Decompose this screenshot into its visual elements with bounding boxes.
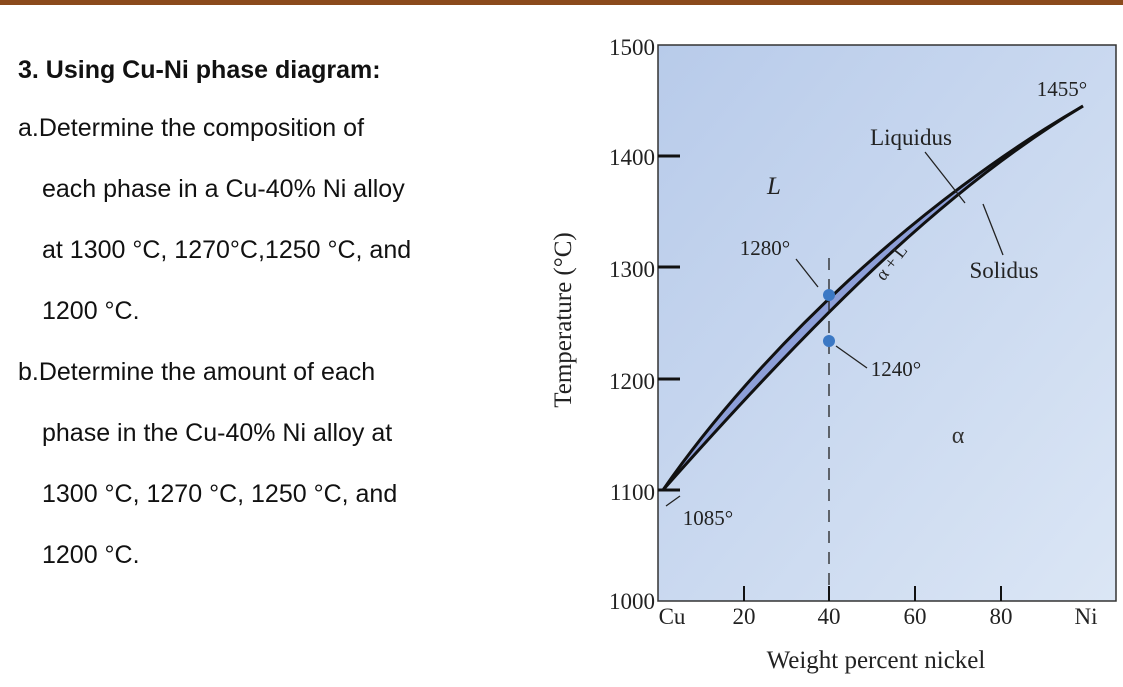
y-axis-label: Temperature (°C) [550, 232, 577, 408]
liquidus-line [661, 104, 1084, 491]
x-tick-label: 40 [818, 604, 841, 629]
temp-1085-leader [665, 495, 681, 507]
question-line: 1200 °C. [42, 297, 140, 325]
liquidus-leader-line [924, 151, 966, 204]
x-axis-label: Weight percent nickel [767, 647, 986, 674]
x-axis-ticks [743, 586, 1002, 601]
plot-area [657, 44, 1117, 602]
question-line-a: a.Determine the composition of [18, 114, 365, 142]
y-tick-label: 1000 [609, 589, 655, 614]
alpha-region-label: α [952, 423, 965, 449]
y-axis-ticks [658, 154, 680, 492]
x-tick-label: Ni [1075, 604, 1098, 629]
y-tick-label: 1100 [610, 480, 655, 505]
liquid-region-label: L [766, 173, 781, 200]
solidus-leader-line [982, 203, 1004, 256]
temp-1280-label: 1280° [740, 236, 790, 260]
x-tick-label: 80 [990, 604, 1013, 629]
y-tick-label: 1500 [609, 35, 655, 60]
top-accent-bar [0, 0, 1123, 5]
melting-point-cu-label: 1085° [683, 506, 733, 530]
temp-1280-leader [795, 258, 819, 288]
question-line: each phase in a Cu-40% Ni alloy [42, 175, 405, 203]
y-tick-label: 1300 [609, 257, 655, 282]
x-tick-label: 20 [733, 604, 756, 629]
question-line: 1300 °C, 1270 °C, 1250 °C, and [42, 480, 398, 508]
x-tick-label: 60 [904, 604, 927, 629]
temp-1240-leader [835, 345, 868, 369]
melting-point-ni-label: 1455° [1037, 77, 1087, 101]
question-line: at 1300 °C, 1270°C,1250 °C, and [42, 236, 412, 264]
y-tick-label: 1400 [609, 145, 655, 170]
solidus-line [661, 104, 1084, 491]
temp-1240-label: 1240° [871, 357, 921, 381]
question-line: 1200 °C. [42, 541, 140, 569]
liquidus-label: Liquidus [870, 125, 952, 150]
question-text: 3. Using Cu-Ni phase diagram: a.Determin… [18, 52, 498, 586]
solidus-label: Solidus [969, 258, 1038, 283]
question-line: phase in the Cu-40% Ni alloy at [42, 419, 393, 447]
question-line-b: b.Determine the amount of each [18, 358, 376, 386]
y-tick-label: 1200 [609, 369, 655, 394]
question-title: 3. Using Cu-Ni phase diagram: [18, 56, 381, 84]
solidus-point-marker [823, 335, 835, 347]
liquidus-point-marker [823, 289, 835, 301]
x-tick-label: Cu [659, 604, 686, 629]
